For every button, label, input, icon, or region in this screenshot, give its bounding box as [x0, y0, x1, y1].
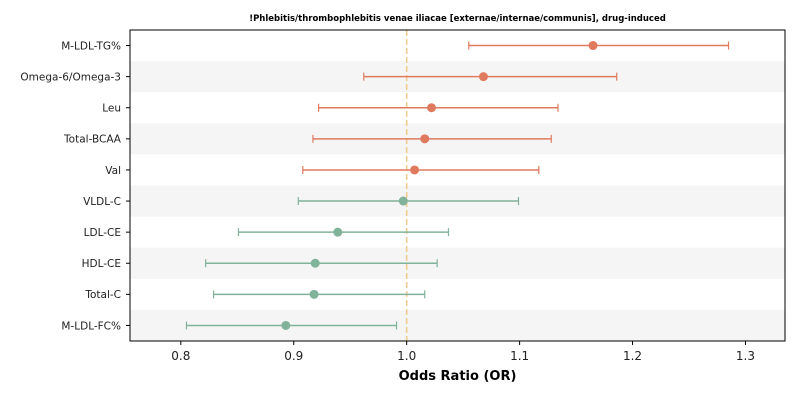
x-tick-label: 0.8: [171, 349, 190, 363]
x-tick-label: 1.3: [736, 349, 755, 363]
y-tick-label: Omega-6/Omega-3: [20, 71, 121, 83]
plot-frame: [129, 29, 786, 342]
x-axis-label: Odds Ratio (OR): [399, 369, 517, 384]
point-estimate: [398, 196, 408, 206]
x-axis: 0.8 0.9 1.0 1.1 1.2 1.3: [171, 341, 755, 363]
y-tick-label: LDL-CE: [84, 227, 121, 239]
y-tick-label: HDL-CE: [82, 258, 121, 270]
y-tick-label: Total-BCAA: [63, 134, 122, 146]
point-estimate: [309, 289, 319, 299]
point-estimate: [281, 320, 291, 330]
y-tick-label: M-LDL-FC%: [61, 320, 121, 332]
y-axis: M-LDL-TG% Omega-6/Omega-3 Leu Total-BCAA Val…: [20, 40, 130, 332]
x-tick-label: 1.0: [397, 349, 416, 363]
x-tick-label: 1.2: [623, 349, 642, 363]
point-estimates: [281, 41, 598, 330]
x-tick-label: 1.1: [510, 349, 529, 363]
point-estimate: [333, 227, 343, 237]
point-estimate: [427, 103, 437, 113]
point-estimate: [410, 165, 420, 175]
point-estimate: [310, 258, 320, 268]
y-tick-label: M-LDL-TG%: [61, 40, 121, 52]
y-tick-label: Leu: [102, 103, 121, 115]
y-tick-label: VLDL-C: [83, 196, 121, 208]
y-tick-label: Val: [105, 165, 121, 177]
point-estimate: [478, 72, 488, 82]
x-tick-label: 0.9: [284, 349, 303, 363]
chart-title: !Phlebitis/thrombophlebitis venae iliaca…: [249, 14, 666, 24]
confidence-intervals: [185, 41, 730, 330]
y-tick-label: Total-C: [84, 289, 121, 301]
point-estimate: [420, 134, 430, 144]
point-estimate: [588, 41, 598, 51]
